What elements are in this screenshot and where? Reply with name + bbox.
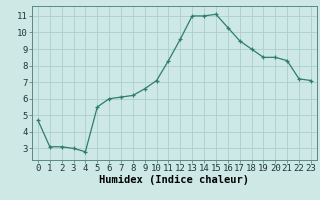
X-axis label: Humidex (Indice chaleur): Humidex (Indice chaleur) [100,175,249,185]
